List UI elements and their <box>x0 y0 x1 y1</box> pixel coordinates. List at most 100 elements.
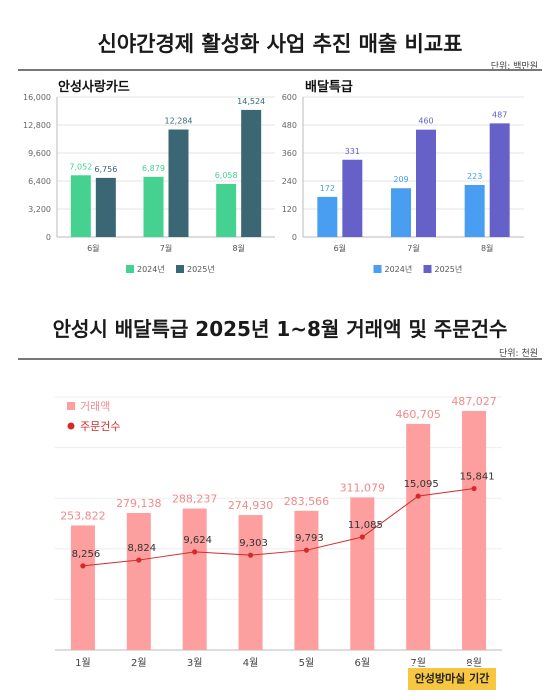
legend-swatch <box>373 265 382 273</box>
x-tick-label: 4월 <box>243 657 259 669</box>
bar <box>70 175 91 237</box>
line-point <box>359 534 365 540</box>
unit-label: 단위: 백만원 <box>490 62 538 72</box>
bar-value-label: 279,138 <box>116 497 162 510</box>
y-tick-label: 240 <box>282 177 297 186</box>
data-label: 223 <box>467 172 482 181</box>
data-label: 7,052 <box>69 162 92 171</box>
x-tick-label: 7월 <box>407 243 419 253</box>
legend-label: 거래액 <box>80 400 110 413</box>
data-label: 12,284 <box>165 117 193 126</box>
bar <box>294 510 319 650</box>
y-tick-label: 16,000 <box>23 93 51 102</box>
bar <box>350 497 375 650</box>
y-tick-label: 6,400 <box>28 177 51 186</box>
data-label: 331 <box>345 147 360 156</box>
data-label: 460 <box>418 117 433 126</box>
legend-label: 2025년 <box>187 264 215 274</box>
line-value-label: 8,824 <box>127 543 156 554</box>
data-label: 6,879 <box>142 164 165 173</box>
data-label: 487 <box>492 110 507 119</box>
x-tick-label: 5월 <box>299 657 315 669</box>
chart-title: 배달특급 <box>305 79 353 95</box>
line-value-label: 15,095 <box>404 479 439 490</box>
y-tick-label: 0 <box>292 233 297 242</box>
line-point <box>136 557 142 563</box>
bar-value-label: 311,079 <box>340 481 386 494</box>
y-tick-label: 480 <box>282 121 297 130</box>
bar <box>317 196 338 237</box>
line-point <box>80 563 86 569</box>
data-label: 6,058 <box>215 171 238 180</box>
unit-label-bottom: 단위: 천원 <box>498 349 538 359</box>
bar <box>489 123 510 237</box>
section-title: 안성시 배달특급 2025년 1~8월 거래액 및 주문건수 <box>52 317 508 341</box>
data-label: 172 <box>320 184 335 193</box>
bar <box>464 184 485 237</box>
x-tick-label: 7월 <box>410 657 426 669</box>
x-tick-label: 6월 <box>355 657 371 669</box>
y-tick-label: 12,800 <box>23 121 51 130</box>
line-point <box>247 552 254 558</box>
y-tick-label: 600 <box>282 93 297 102</box>
page-title: 신야간경제 활성화 사업 추진 매출 비교표 <box>97 32 463 56</box>
x-tick-label: 3월 <box>187 657 203 669</box>
legend-label: 주문건수 <box>80 420 120 433</box>
x-tick-label: 6월 <box>334 243 346 253</box>
line-value-label: 9,793 <box>295 533 324 544</box>
bar <box>126 513 151 650</box>
x-tick-label: 1월 <box>75 657 91 669</box>
line-value-label: 9,624 <box>183 535 212 546</box>
bar-value-label: 487,027 <box>451 395 497 408</box>
divider <box>18 69 542 71</box>
series-line <box>82 488 475 567</box>
line-point <box>471 485 477 492</box>
bar-value-label: 460,705 <box>395 408 441 421</box>
x-tick-label: 8월 <box>466 657 482 669</box>
band-spacer <box>385 664 505 665</box>
data-label: 6,756 <box>94 165 117 174</box>
x-tick-label: 7월 <box>160 243 172 253</box>
x-tick-label: 2월 <box>131 657 147 669</box>
bar <box>168 129 189 237</box>
line-point <box>415 493 421 499</box>
data-label: 209 <box>393 175 408 184</box>
divider-bottom <box>18 358 542 360</box>
y-tick-label: 120 <box>282 205 297 214</box>
y-tick-label: 3,200 <box>28 205 51 214</box>
bar <box>238 515 263 650</box>
legend-swatch <box>126 265 134 273</box>
y-tick-label: 0 <box>46 233 51 242</box>
y-tick-label: 9,600 <box>28 149 51 158</box>
legend-swatch <box>67 422 75 430</box>
bar <box>182 508 207 650</box>
line-point <box>192 549 198 555</box>
bar-value-label: 283,566 <box>284 495 330 508</box>
legend-swatch <box>67 402 75 410</box>
x-tick-label: 6월 <box>87 243 99 253</box>
legend-label: 2024년 <box>385 264 413 274</box>
x-tick-label: 8월 <box>232 243 244 253</box>
legend-swatch <box>176 265 184 273</box>
bar <box>70 525 95 650</box>
bar-value-label: 274,930 <box>228 499 274 512</box>
legend-label: 2024년 <box>137 264 165 274</box>
bar-value-label: 288,237 <box>172 493 218 506</box>
bar <box>216 183 237 237</box>
bar <box>143 176 164 237</box>
data-label: 14,524 <box>237 97 265 106</box>
bar <box>462 410 487 650</box>
period-label: 안성방마실 기간 <box>408 668 496 690</box>
bar-value-label: 253,822 <box>60 509 106 522</box>
line-value-label: 9,303 <box>239 538 268 549</box>
line-value-label: 11,085 <box>348 520 383 531</box>
line-point <box>303 547 310 553</box>
line-value-label: 8,256 <box>72 549 101 560</box>
bar <box>342 159 363 237</box>
bar <box>416 129 436 237</box>
line-value-label: 15,841 <box>460 472 495 483</box>
y-tick-label: 360 <box>282 149 297 158</box>
chart-title: 안성사랑카드 <box>58 79 130 95</box>
legend-swatch <box>423 265 432 273</box>
